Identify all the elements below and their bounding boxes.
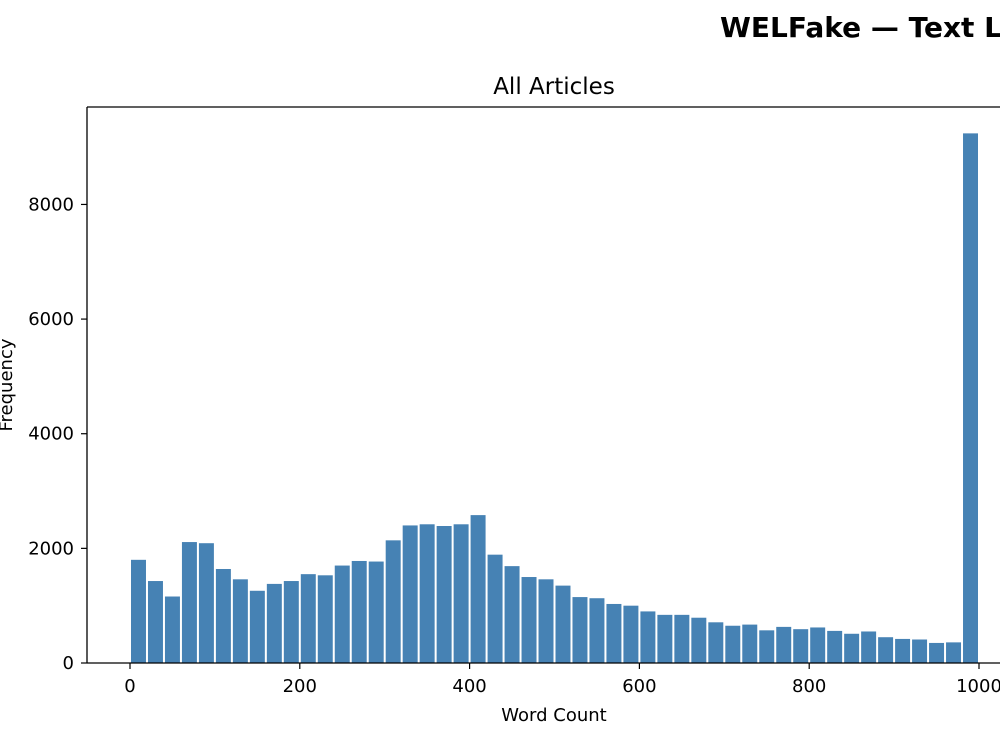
histogram-bar <box>368 561 384 663</box>
histogram-bar <box>827 630 843 663</box>
bars-group <box>131 133 978 663</box>
histogram-bar <box>589 598 605 663</box>
chart-title: All Articles <box>493 74 615 100</box>
histogram-bar <box>351 560 367 663</box>
histogram-bar <box>963 133 978 663</box>
histogram-bar <box>249 590 265 663</box>
histogram-bar <box>334 565 350 663</box>
histogram-bar <box>623 605 639 663</box>
histogram-bar <box>470 515 486 663</box>
histogram-bar <box>147 581 163 663</box>
histogram-bar <box>283 581 299 663</box>
histogram-bar <box>844 633 860 663</box>
x-tick-label: 200 <box>283 676 317 697</box>
histogram-bar <box>504 566 520 663</box>
y-axis-ticks: 0 2000 4000 6000 8000 <box>28 194 87 674</box>
histogram-bar <box>317 575 333 663</box>
histogram-bar <box>742 624 758 663</box>
y-tick-label: 4000 <box>28 424 74 445</box>
histogram-bar <box>759 630 775 663</box>
x-tick-label: 800 <box>792 676 826 697</box>
histogram-bar <box>198 543 214 663</box>
histogram-bar <box>640 611 656 663</box>
histogram-bar <box>708 622 724 663</box>
histogram-bar <box>487 554 503 663</box>
histogram-bar <box>300 574 316 663</box>
x-axis-ticks: 0 200 400 600 800 1000 <box>124 663 1000 697</box>
histogram-bar <box>131 559 146 663</box>
y-tick-label: 6000 <box>28 309 74 330</box>
histogram-bar <box>164 596 180 663</box>
histogram-bar <box>946 642 962 663</box>
histogram-bar <box>538 579 554 663</box>
histogram-bar <box>453 524 469 663</box>
y-tick-label: 0 <box>63 653 74 674</box>
histogram-bar <box>861 631 877 663</box>
histogram-bar <box>674 614 690 663</box>
y-tick-label: 2000 <box>28 538 74 559</box>
x-axis-label: Word Count <box>501 705 606 726</box>
histogram-bar <box>929 642 945 663</box>
histogram-bar <box>555 585 571 663</box>
histogram-bar <box>521 577 537 663</box>
histogram-bar <box>793 629 809 663</box>
histogram-bar <box>776 626 792 663</box>
histogram-bar <box>215 568 231 663</box>
x-tick-label: 400 <box>452 676 486 697</box>
histogram-bar <box>385 540 401 663</box>
figure-title: WELFake — Text L <box>720 11 1000 44</box>
histogram-bar <box>878 637 894 663</box>
histogram-bar <box>266 583 282 663</box>
histogram-bar <box>912 639 928 663</box>
histogram-bar <box>419 524 435 663</box>
histogram-bar <box>657 614 673 663</box>
histogram-bar <box>606 603 622 663</box>
y-tick-label: 8000 <box>28 194 74 215</box>
histogram-bar <box>691 617 707 663</box>
histogram-bar <box>810 627 826 663</box>
histogram-bar <box>402 525 418 663</box>
x-tick-label: 600 <box>622 676 656 697</box>
histogram-bar <box>895 638 911 663</box>
histogram-bar <box>572 597 588 663</box>
y-axis-label: Frequency <box>0 338 17 431</box>
x-tick-label: 1000 <box>956 676 1000 697</box>
x-tick-label: 0 <box>124 676 135 697</box>
histogram-bar <box>232 579 248 663</box>
histogram-bar <box>725 625 741 663</box>
histogram-bar <box>436 526 452 663</box>
histogram-bar <box>181 542 197 663</box>
